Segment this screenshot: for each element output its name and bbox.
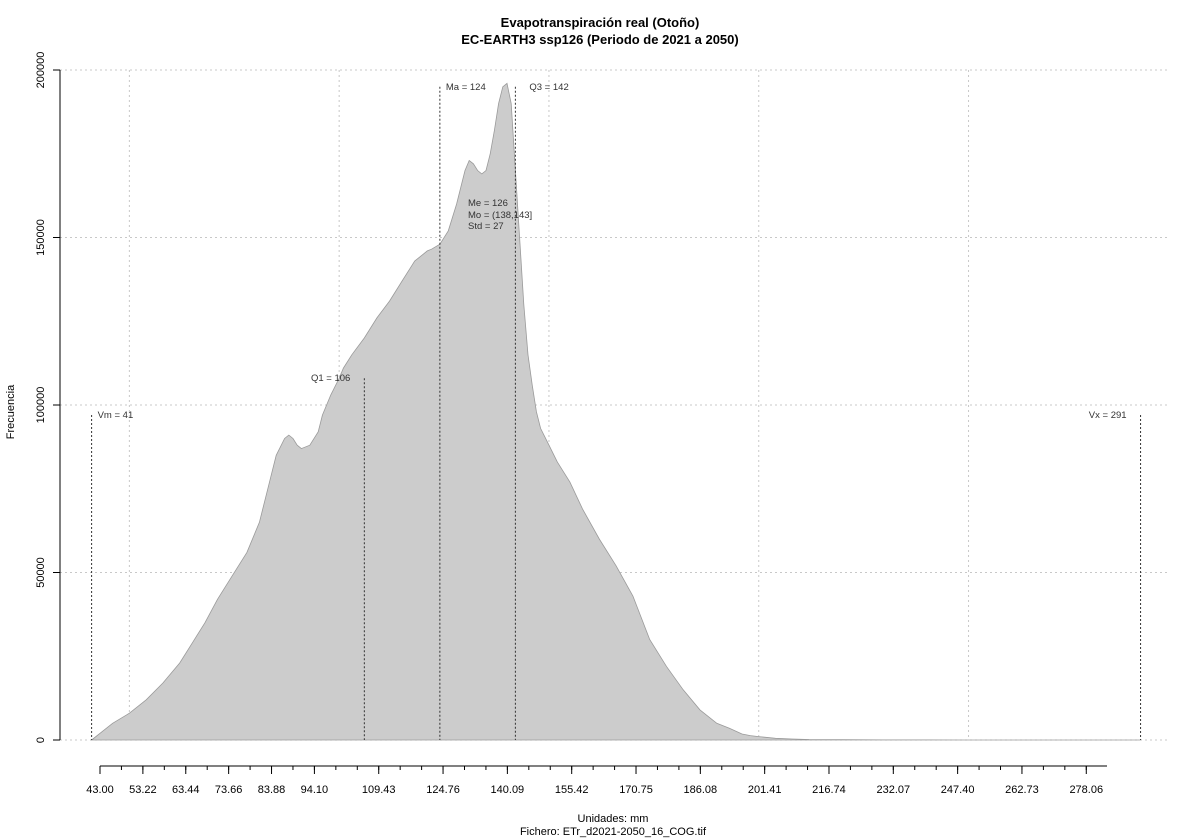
marker-label: Q3 = 142 [529,82,568,93]
density-area [90,82,1141,741]
marker-label: Q1 = 106 [311,373,350,384]
x-tick-label: 232.07 [876,784,910,796]
chart-subtitle: EC-EARTH3 ssp126 (Periodo de 2021 a 2050… [461,32,738,47]
x-tick-label: 83.88 [258,784,286,796]
x-tick-label: 124.76 [426,784,460,796]
x-tick-label: 262.73 [1005,784,1039,796]
y-tick-label: 200000 [35,52,47,89]
x-tick-label: 201.41 [748,784,782,796]
x-axis: 43.00 53.22 63.44 73.66 83.88 94.10 109.43 124.… [86,765,1107,796]
x-tick-label: 43.00 [86,784,114,796]
y-tick-label: 0 [35,737,47,743]
statistics-block: Me = 126 Mo = (138,143] Std = 27 [468,198,532,232]
statistic-markers: Vm = 41 Q1 = 106 Ma = 124 Q3 = 142 Vx = 291 [91,82,1142,740]
x-tick-label: 278.06 [1069,784,1103,796]
y-tick-label: 150000 [35,219,47,256]
x-tick-label: 186.08 [684,784,718,796]
y-tick-label: 50000 [35,557,47,588]
file-caption: Fichero: ETr_d2021-2050_16_COG.tif [520,826,707,838]
stat-median: Me = 126 [468,198,508,209]
x-tick-label: 216.74 [812,784,846,796]
x-tick-label: 155.42 [555,784,589,796]
y-axis-label: Frecuencia [5,384,17,439]
x-tick-label: 53.22 [129,784,157,796]
marker-label: Ma = 124 [446,82,486,93]
stat-std: Std = 27 [468,221,504,232]
marker-label: Vx = 291 [1089,410,1127,421]
y-tick-label: 100000 [35,387,47,424]
x-tick-label: 170.75 [619,784,653,796]
stat-mode: Mo = (138,143] [468,210,532,221]
x-axis-label: Unidades: mm [578,813,649,825]
x-tick-label: 73.66 [215,784,243,796]
marker-label: Vm = 41 [98,410,134,421]
x-tick-label: 109.43 [362,784,396,796]
x-tick-label: 140.09 [491,784,525,796]
x-tick-label: 247.40 [941,784,975,796]
density-area-path [90,82,1141,741]
y-axis: 0 50000 100000 150000 200000 [35,52,61,743]
chart-title: Evapotranspiración real (Otoño) [501,15,700,30]
x-tick-label: 94.10 [301,784,329,796]
x-tick-label: 63.44 [172,784,200,796]
